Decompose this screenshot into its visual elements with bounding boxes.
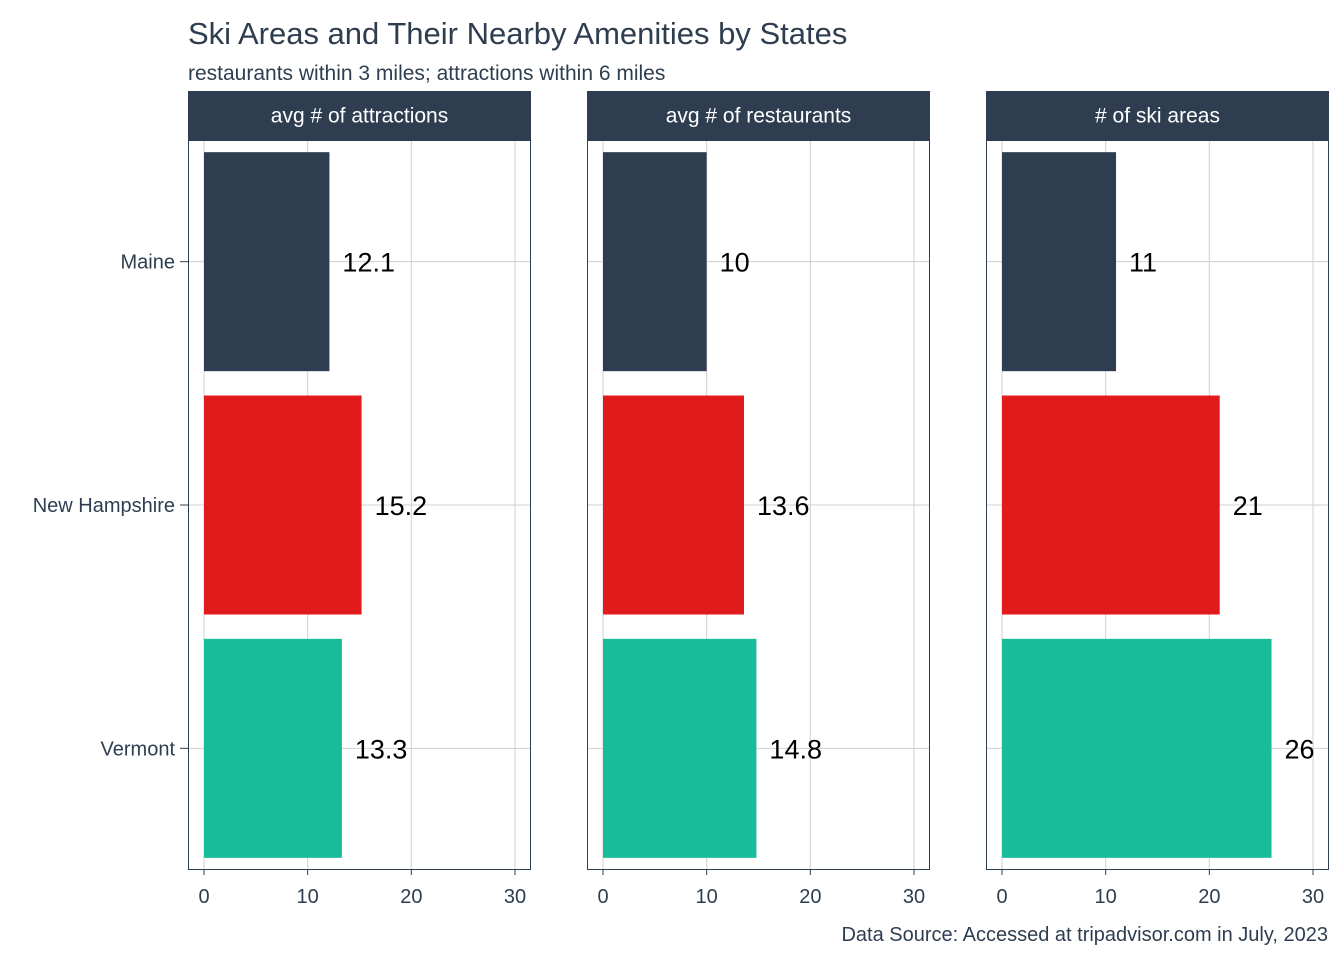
data-label: 10 [720, 248, 750, 278]
x-tick-label: 20 [1198, 886, 1220, 908]
bar [603, 395, 744, 615]
facet-strip-title: # of ski areas [1095, 105, 1220, 128]
x-tick-label: 10 [696, 886, 718, 908]
x-tick-label: 0 [996, 886, 1007, 908]
panel-border [188, 140, 531, 870]
bar [1002, 395, 1220, 615]
y-category-label: Vermont [101, 738, 176, 760]
bar [1002, 638, 1272, 858]
facet-strip [188, 91, 531, 140]
data-label: 15.2 [375, 491, 428, 521]
x-tick-label: 10 [1095, 886, 1117, 908]
x-tick-label: 0 [198, 886, 209, 908]
facet-panel: # of ski areas 11 21 26 0 10 20 30 [986, 91, 1329, 908]
data-label: 13.6 [757, 491, 810, 521]
bar [603, 638, 757, 858]
x-tick-label: 30 [903, 886, 925, 908]
x-tick-label: 10 [297, 886, 319, 908]
x-tick-label: 20 [799, 886, 821, 908]
bar [603, 152, 707, 372]
y-category-label: New Hampshire [33, 495, 175, 517]
chart-title: Ski Areas and Their Nearby Amenities by … [188, 16, 847, 51]
data-label: 12.1 [342, 248, 395, 278]
data-label: 26 [1285, 734, 1315, 764]
data-label: 13.3 [355, 734, 408, 764]
facet-strip-title: avg # of attractions [271, 105, 448, 128]
facet-panel: avg # of attractions 12.1 15.2 13.3 0 10 20 30 [188, 91, 531, 908]
panel-border [587, 140, 930, 870]
data-label: 14.8 [769, 734, 822, 764]
chart-caption: Data Source: Accessed at tripadvisor.com… [841, 924, 1328, 946]
bar [204, 152, 330, 372]
x-tick-label: 30 [1302, 886, 1324, 908]
bar [204, 395, 362, 615]
facet-strip [587, 91, 930, 140]
x-tick-label: 20 [400, 886, 422, 908]
facet-strip-title: avg # of restaurants [666, 105, 852, 128]
data-label: 21 [1233, 491, 1263, 521]
y-category-label: Maine [121, 252, 175, 274]
facet-strip [986, 91, 1329, 140]
y-axis-labels: Maine New Hampshire Vermont [33, 252, 188, 760]
chart-subtitle: restaurants within 3 miles; attractions … [188, 62, 665, 85]
bar [1002, 152, 1117, 372]
bar [204, 638, 342, 858]
data-label: 11 [1129, 248, 1157, 278]
facet-panel: avg # of restaurants 10 13.6 14.8 0 10 20 30 [587, 91, 930, 908]
x-tick-label: 30 [504, 886, 526, 908]
panel-border [986, 140, 1329, 870]
x-tick-label: 0 [597, 886, 608, 908]
